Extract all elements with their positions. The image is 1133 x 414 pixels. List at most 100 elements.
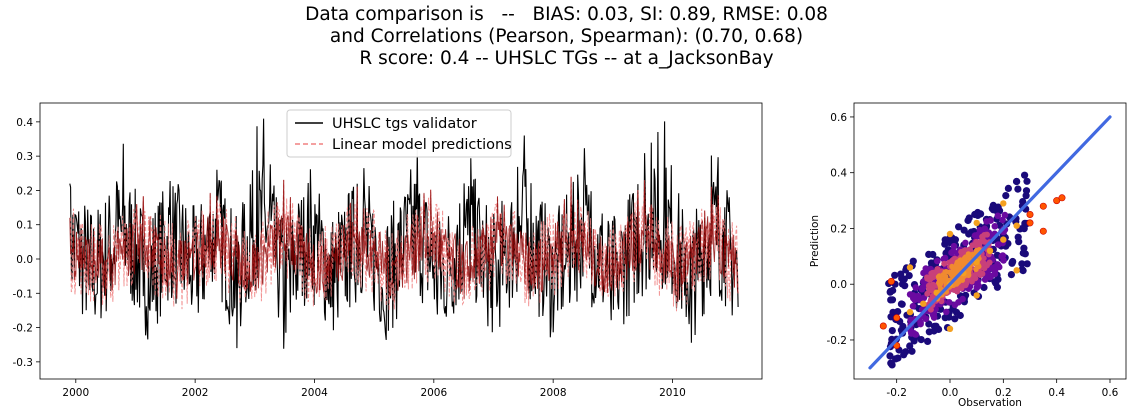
- scatter-point: [955, 259, 961, 265]
- scatter-point: [959, 261, 966, 269]
- scatter-point: [950, 261, 958, 269]
- scatter-point: [924, 273, 933, 281]
- scatter-point: [971, 251, 977, 257]
- scatter-plot-area: [853, 102, 1127, 380]
- scatter-point: [979, 236, 986, 243]
- scatter-point: [936, 293, 943, 299]
- scatter-point: [958, 270, 965, 278]
- scatter-point: [929, 283, 937, 291]
- scatter-point: [926, 273, 933, 280]
- scatter-point: [958, 293, 966, 301]
- scatter-point: [960, 266, 966, 272]
- scatter-point: [971, 273, 978, 280]
- scatter-point: [986, 275, 994, 283]
- scatter-point: [971, 259, 978, 266]
- scatter-point: [909, 302, 917, 310]
- scatter-point: [962, 246, 969, 254]
- scatter-point: [1002, 192, 1010, 200]
- scatter-point: [982, 222, 991, 230]
- scatter-point: [934, 295, 941, 302]
- scatter-point: [955, 267, 961, 273]
- scatter-point: [928, 263, 936, 271]
- scatter-point: [936, 292, 942, 298]
- scatter-point: [917, 319, 924, 326]
- scatter-point: [986, 265, 994, 273]
- scatter-point: [924, 278, 932, 286]
- scatter-point: [971, 266, 978, 274]
- scatter-point: [934, 295, 942, 303]
- scatter-point: [954, 265, 960, 271]
- scatter-point: [948, 283, 955, 290]
- scatter-point: [943, 289, 949, 295]
- scatter-point: [966, 256, 973, 264]
- scatter-point: [1012, 218, 1020, 226]
- scatter-point: [933, 266, 941, 275]
- scatter-point: [946, 259, 953, 266]
- scatter-point: [973, 240, 980, 247]
- scatter-point: [953, 277, 959, 284]
- scatter-point: [948, 234, 956, 242]
- scatter-point: [949, 257, 956, 264]
- scatter-point: [943, 290, 950, 296]
- scatter-point: [919, 279, 928, 287]
- scatter-point: [964, 271, 971, 279]
- scatter-point: [991, 278, 999, 286]
- scatter-point: [925, 250, 933, 258]
- scatter-point: [967, 260, 974, 266]
- scatter-point: [962, 291, 970, 299]
- scatter-point: [982, 237, 990, 245]
- timeseries-plot-area: [39, 102, 763, 380]
- scatter-point: [946, 284, 952, 290]
- sc-x-tick-label: 0.2: [995, 387, 1012, 399]
- scatter-point: [928, 296, 934, 303]
- scatter-point: [933, 282, 940, 289]
- scatter-point: [958, 279, 965, 286]
- scatter-point: [1023, 260, 1031, 268]
- scatter-point: [897, 270, 905, 278]
- scatter-point: [977, 264, 984, 271]
- scatter-point: [973, 284, 981, 292]
- scatter-point: [935, 294, 942, 301]
- scatter-point: [922, 275, 930, 283]
- scatter-point: [910, 281, 919, 289]
- scatter-point: [985, 263, 993, 271]
- scatter-point: [977, 272, 984, 278]
- scatter-point: [935, 274, 942, 280]
- scatter-point: [999, 231, 1008, 239]
- scatter-point: [900, 275, 908, 283]
- scatter-point: [988, 205, 996, 213]
- scatter-point: [956, 247, 964, 254]
- scatter-point: [958, 261, 965, 268]
- scatter-point: [937, 296, 945, 304]
- scatter-point: [953, 273, 960, 279]
- scatter-point: [950, 276, 956, 282]
- scatter-point: [977, 260, 984, 267]
- scatter-point: [962, 279, 970, 287]
- scatter-point: [968, 278, 975, 285]
- sc-y-tick-label: 0.6: [830, 112, 847, 124]
- scatter-point: [946, 257, 954, 265]
- scatter-point: [967, 273, 974, 280]
- scatter-point: [950, 247, 957, 255]
- scatter-point: [965, 260, 972, 268]
- scatter-point: [949, 305, 957, 313]
- scatter-point: [933, 289, 940, 296]
- scatter-point: [973, 258, 980, 266]
- scatter-point: [952, 268, 959, 275]
- scatter-point: [975, 232, 982, 240]
- sc-y-tick-label: 0.0: [830, 279, 847, 291]
- scatter-point: [895, 346, 903, 354]
- sc-x-tick-label: -0.2: [886, 387, 907, 399]
- scatter-point: [981, 276, 989, 283]
- scatter-point: [967, 269, 974, 276]
- scatter-point: [986, 244, 993, 252]
- scatter-point: [885, 279, 893, 288]
- scatter-point: [962, 265, 969, 272]
- scatter-point: [962, 282, 969, 289]
- scatter-point: [957, 246, 965, 254]
- scatter-point: [948, 234, 956, 242]
- scatter-point: [975, 261, 982, 268]
- scatter-point: [1015, 238, 1023, 246]
- scatter-point: [948, 272, 954, 278]
- scatter-point: [956, 311, 964, 320]
